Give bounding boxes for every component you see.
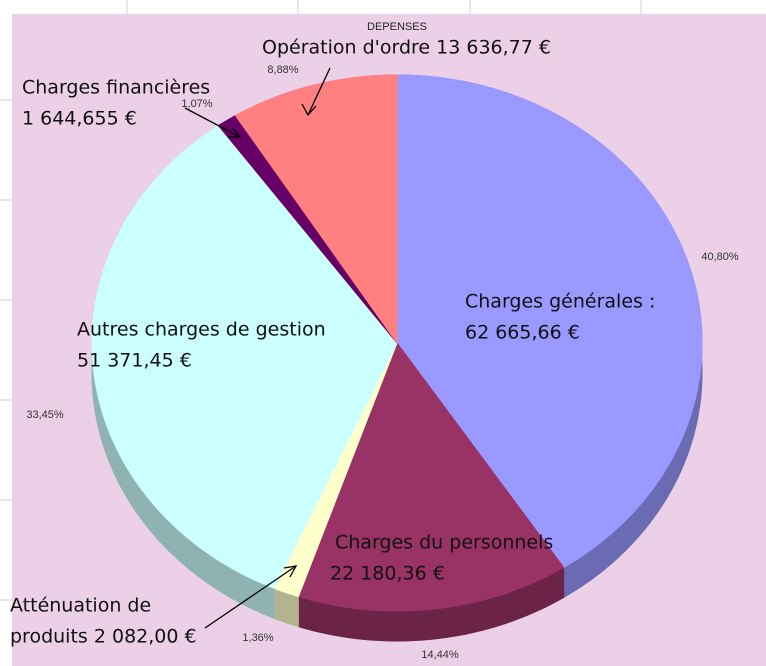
value-label: 14,44% xyxy=(421,649,459,661)
annotation: 22 180,36 € xyxy=(330,563,445,585)
sheet-grid xyxy=(0,0,642,601)
annotation: 62 665,66 € xyxy=(465,322,580,344)
annotation: 51 371,45 € xyxy=(77,350,192,372)
slice xyxy=(396,74,703,569)
slice xyxy=(91,125,398,589)
annotation: Charges générales : xyxy=(465,291,655,313)
value-label: 1,36% xyxy=(242,632,273,644)
value-label: 8,88% xyxy=(267,64,298,76)
leader-lines xyxy=(184,67,331,629)
annotation: produits 2 082,00 € xyxy=(10,626,197,648)
pie xyxy=(91,74,703,642)
annotation: Charges du personnels xyxy=(335,532,553,554)
annotation: Atténuation de xyxy=(10,595,151,617)
chart-title: DEPENSES xyxy=(367,21,427,33)
annotation: Charges financières xyxy=(22,77,210,99)
slice xyxy=(273,342,398,598)
slice xyxy=(297,341,565,612)
annotation: Autres charges de gestion xyxy=(77,319,326,341)
value-label: 1,07% xyxy=(181,98,212,110)
annotation: Opération d'ordre 13 636,77 € xyxy=(262,37,551,59)
slice xyxy=(234,74,398,345)
value-label: 40,80% xyxy=(701,251,739,263)
annotation: 1 644,655 € xyxy=(22,108,137,130)
value-label: 33,45% xyxy=(26,409,64,421)
